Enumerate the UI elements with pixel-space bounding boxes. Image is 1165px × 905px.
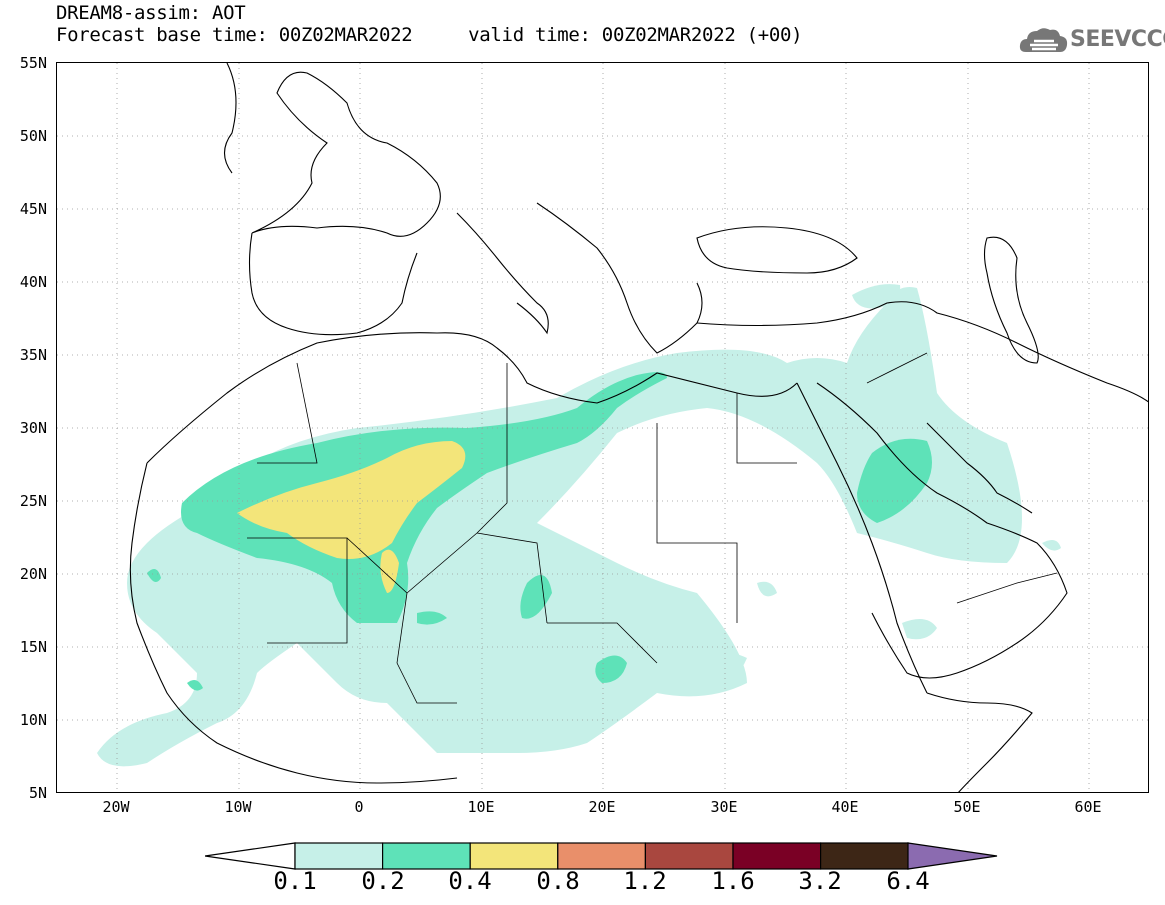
- lat-label-25n: 25N: [19, 492, 47, 510]
- colorbar-box-1.2: [644, 842, 734, 870]
- cloud-icon: [1019, 28, 1068, 52]
- logo-text: SEEVCCC: [1070, 27, 1165, 52]
- colorbar-box-0.8: [557, 842, 646, 870]
- seevccc-logo: SEEVCCC: [1018, 24, 1165, 58]
- lon-label-60e: 60E: [1074, 798, 1102, 816]
- lon-label-50e: 50E: [953, 798, 981, 816]
- colorbar-label-1.6: 1.6: [711, 867, 755, 895]
- forecast-time-line: Forecast base time: 00Z02MAR2022 valid t…: [56, 24, 803, 46]
- map-area[interactable]: [56, 62, 1149, 793]
- colorbar-label-0.8: 0.8: [536, 867, 580, 895]
- colorbar-label-0.2: 0.2: [361, 867, 405, 895]
- lat-label-35n: 35N: [19, 346, 47, 364]
- colorbar-box-0.4: [469, 842, 559, 870]
- lat-lon-grid: [57, 63, 1148, 792]
- map-title: DREAM8-assim: AOT: [56, 2, 246, 24]
- lat-label-45n: 45N: [19, 200, 47, 218]
- colorbar-box-0.2: [382, 842, 471, 870]
- lat-label-5n: 5N: [28, 784, 47, 802]
- lon-label-20w: 20W: [102, 798, 130, 816]
- colorbar-box-1.6: [732, 842, 822, 870]
- colorbar-arrow-low: [205, 842, 296, 870]
- lat-label-55n: 55N: [19, 54, 47, 72]
- lon-label-30e: 30E: [710, 798, 738, 816]
- lon-label-0: 0: [354, 798, 364, 816]
- aot-contour-0.4: [237, 441, 466, 593]
- colorbar: [205, 842, 998, 870]
- lat-label-10n: 10N: [19, 711, 47, 729]
- colorbar-box-0.1: [294, 842, 384, 870]
- colorbar-label-6.4: 6.4: [886, 867, 930, 895]
- colorbar-arrow-high: [907, 842, 998, 870]
- lon-label-10w: 10W: [224, 798, 252, 816]
- aot-map: [57, 63, 1148, 792]
- lon-label-20e: 20E: [588, 798, 616, 816]
- colorbar-label-1.2: 1.2: [623, 867, 667, 895]
- lat-label-30n: 30N: [19, 419, 47, 437]
- colorbar-box-3.2: [819, 842, 909, 870]
- lat-label-15n: 15N: [19, 638, 47, 656]
- lat-label-20n: 20N: [19, 565, 47, 583]
- coastlines: [129, 63, 1148, 792]
- lon-label-10e: 10E: [467, 798, 495, 816]
- lon-label-40e: 40E: [831, 798, 859, 816]
- lat-label-50n: 50N: [19, 127, 47, 145]
- colorbar-label-3.2: 3.2: [798, 867, 842, 895]
- colorbar-label-0.4: 0.4: [448, 867, 492, 895]
- lat-label-40n: 40N: [19, 273, 47, 291]
- country-borders: [247, 352, 1058, 704]
- colorbar-label-0.1: 0.1: [273, 867, 317, 895]
